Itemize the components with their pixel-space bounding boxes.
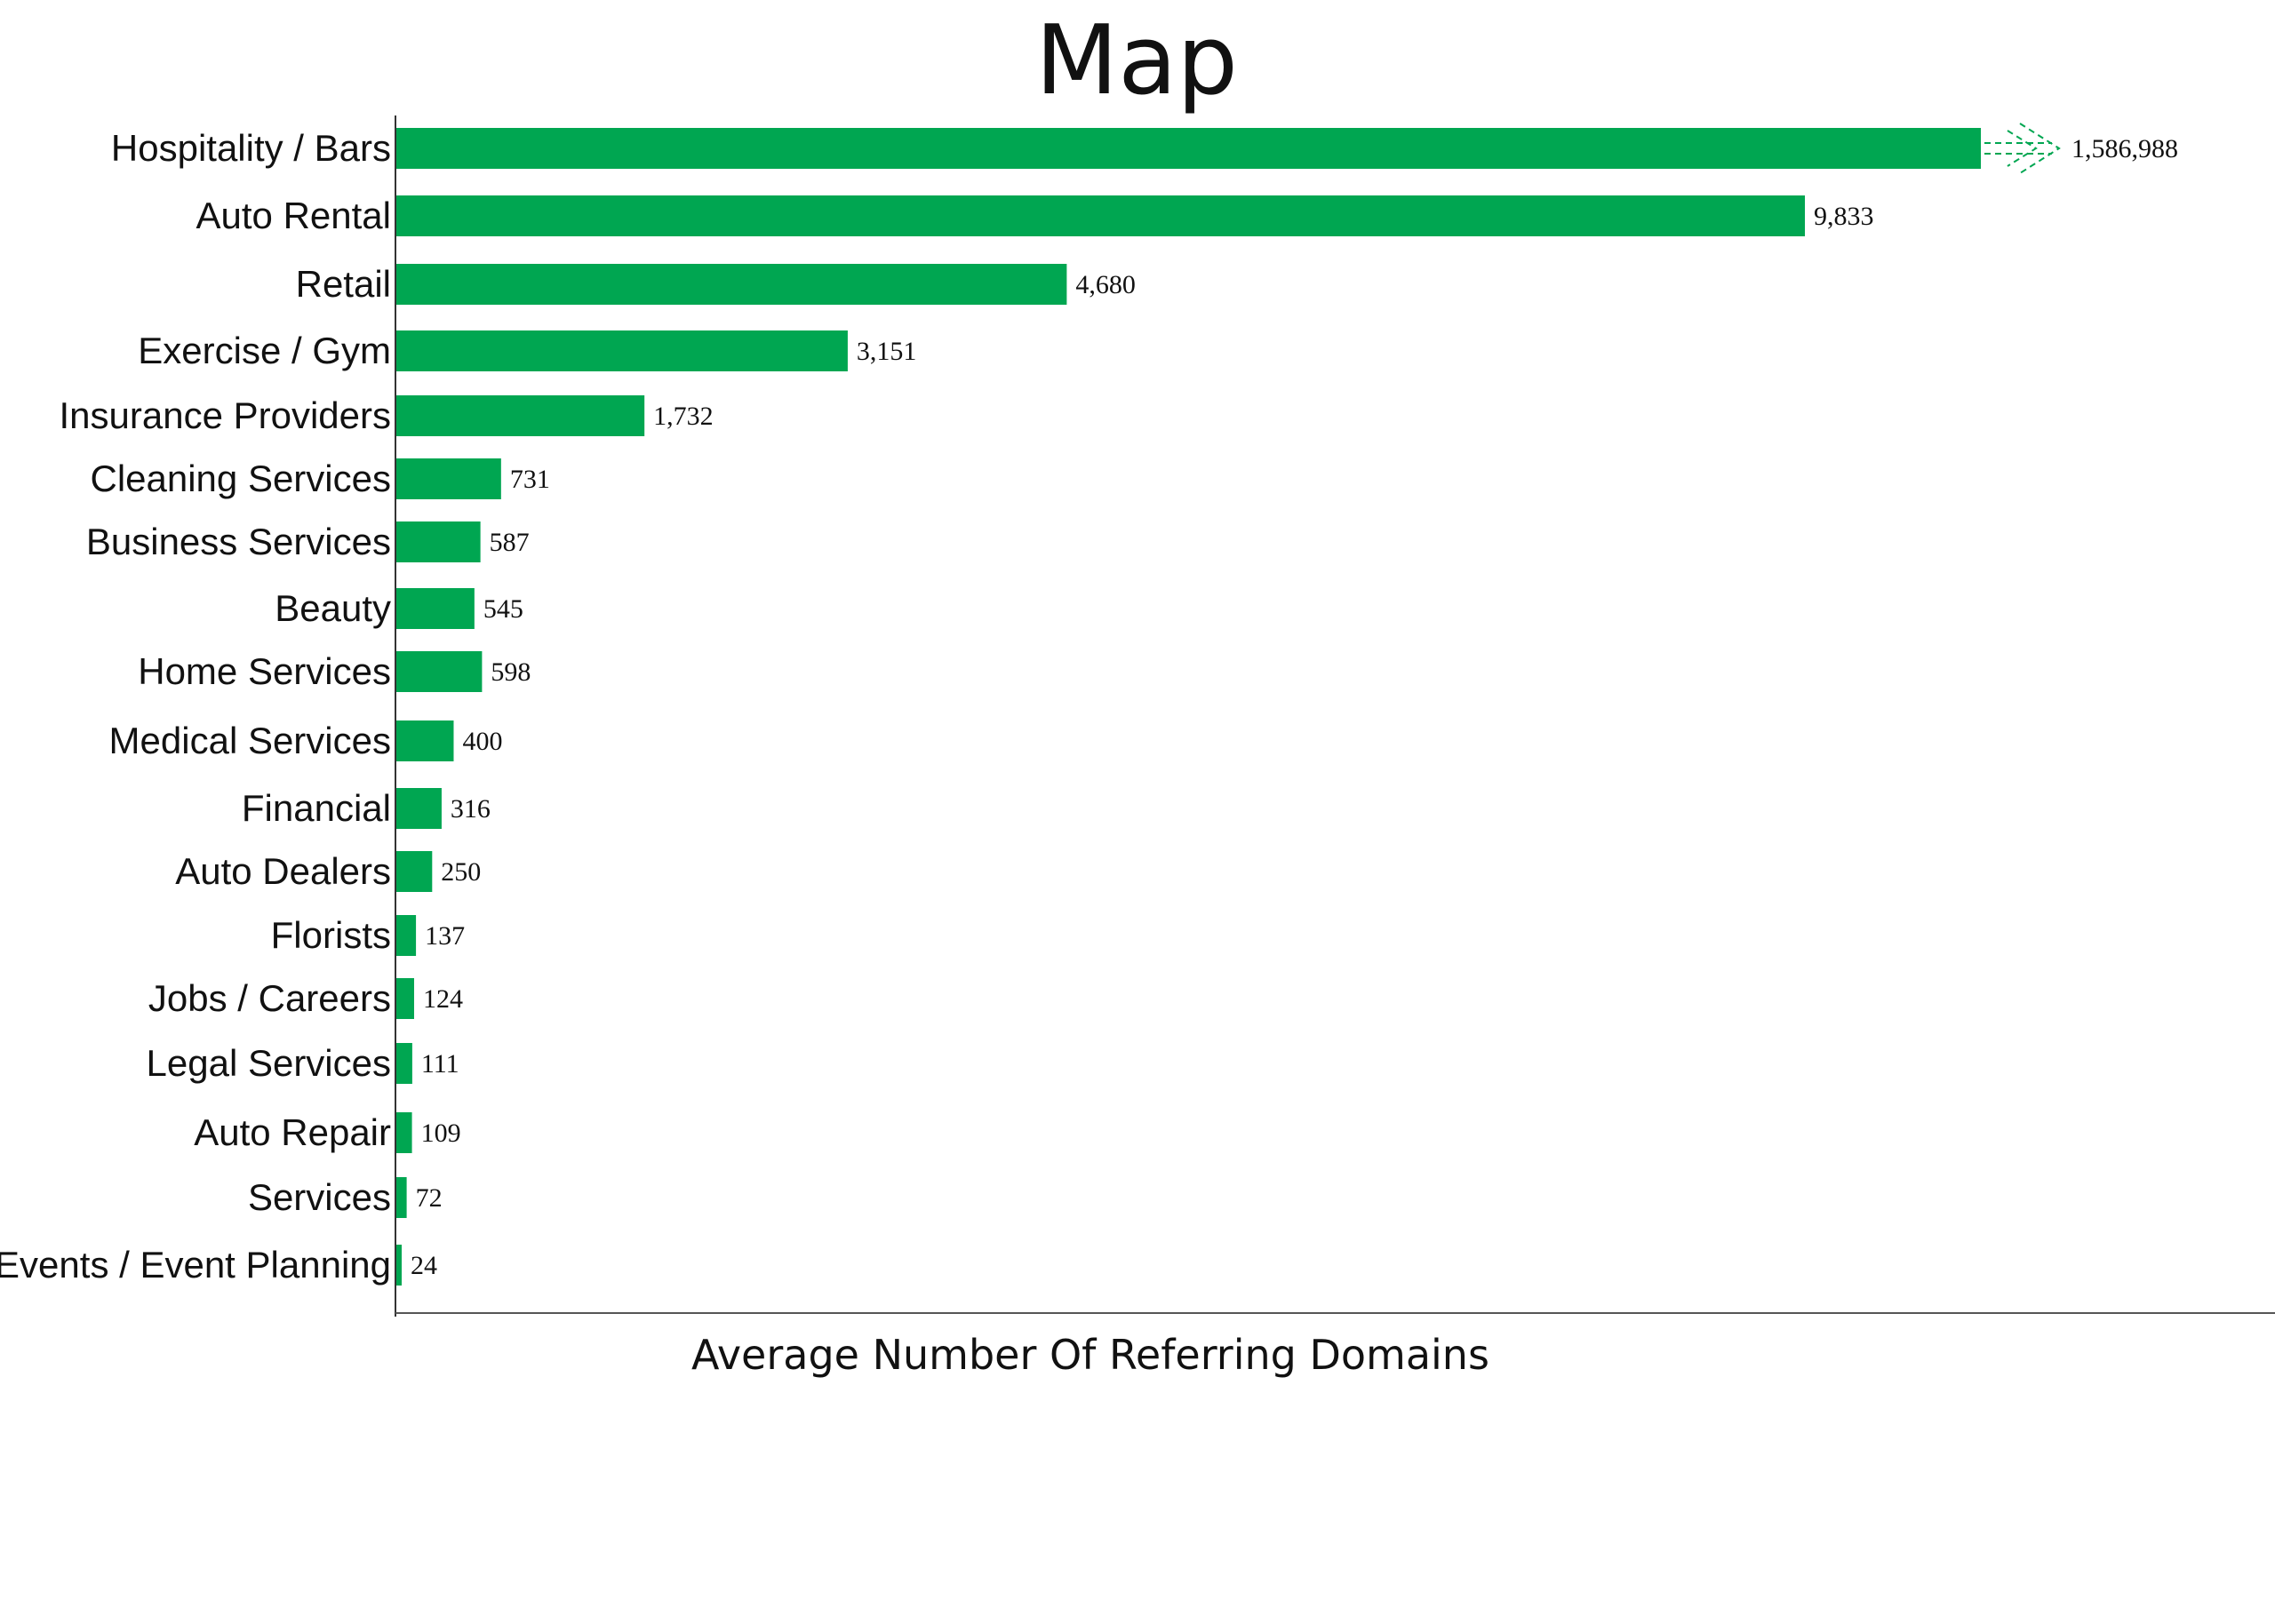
value-label: 124: [423, 984, 463, 1014]
chart-title: Map: [1035, 5, 1238, 116]
category-label: Events / Event Planning: [0, 1244, 391, 1286]
bar: [396, 720, 454, 761]
value-label: 24: [411, 1251, 437, 1280]
category-label: Beauty: [275, 587, 391, 629]
bar: [396, 651, 483, 692]
value-label: 400: [462, 727, 502, 756]
category-label: Legal Services: [147, 1042, 391, 1084]
bar: [396, 458, 501, 499]
value-label: 250: [441, 857, 481, 887]
value-label: 731: [510, 465, 550, 494]
bar: [396, 395, 645, 436]
bar: [396, 264, 1067, 305]
bar: [396, 128, 1981, 169]
category-label: Business Services: [86, 521, 391, 562]
value-label: 1,586,988: [2071, 134, 2178, 163]
bar: [396, 330, 848, 371]
category-label: Auto Repair: [194, 1111, 391, 1153]
category-label: Home Services: [138, 650, 391, 692]
bar: [396, 1245, 402, 1286]
value-label: 111: [421, 1049, 459, 1079]
value-label: 3,151: [857, 337, 917, 366]
value-label: 137: [425, 921, 465, 951]
bar: [396, 588, 475, 629]
value-label: 316: [451, 794, 491, 824]
value-label: 9,833: [1814, 202, 1874, 231]
category-label: Financial: [242, 787, 391, 829]
bar: [396, 978, 414, 1019]
bar: [396, 1043, 412, 1084]
category-label: Auto Rental: [196, 195, 391, 236]
category-label: Cleaning Services: [90, 458, 391, 499]
category-label: Retail: [296, 263, 391, 305]
value-label: 109: [421, 1118, 461, 1148]
bar: [396, 1112, 412, 1153]
value-label: 587: [490, 528, 530, 557]
category-label: Jobs / Careers: [148, 977, 391, 1019]
value-label: 545: [483, 594, 523, 624]
category-label: Hospitality / Bars: [111, 127, 391, 169]
bar: [396, 788, 442, 829]
value-label: 4,680: [1075, 270, 1136, 299]
bar: [396, 195, 1805, 236]
category-label: Services: [248, 1176, 391, 1218]
bar: [396, 1177, 407, 1218]
x-axis-label: Average Number Of Referring Domains: [691, 1331, 1489, 1379]
category-label: Medical Services: [109, 720, 391, 761]
value-label: 598: [491, 657, 531, 687]
value-label: 1,732: [653, 402, 714, 431]
category-label: Florists: [271, 914, 391, 956]
category-label: Insurance Providers: [59, 394, 391, 436]
bar: [396, 915, 417, 956]
bar: [396, 521, 481, 562]
category-label: Auto Dealers: [175, 850, 391, 892]
bar: [396, 851, 433, 892]
axis-break-arrow-icon: [1984, 123, 2061, 174]
value-label: 72: [416, 1183, 443, 1213]
bars-group: Hospitality / Bars 1,586,988 Auto Rental 9,…: [0, 123, 2178, 1286]
category-label: Exercise / Gym: [138, 330, 391, 371]
